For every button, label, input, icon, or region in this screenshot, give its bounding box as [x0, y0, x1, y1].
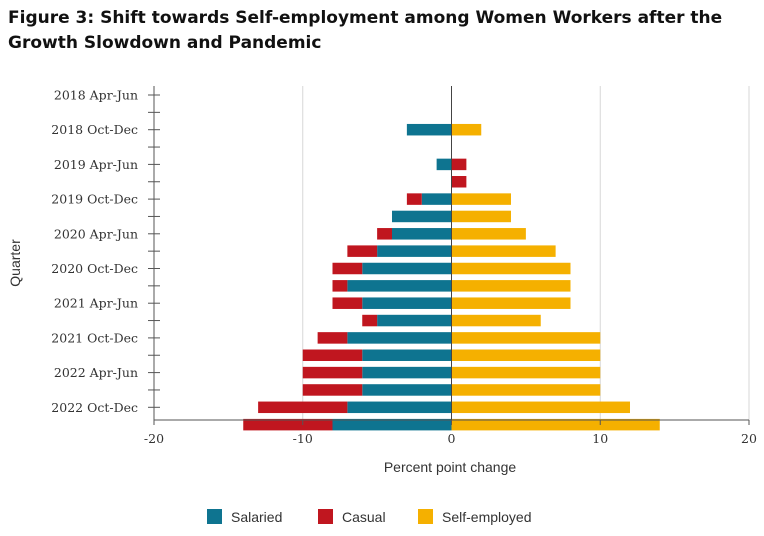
- bar-self-employed: [451, 262, 571, 275]
- bar-self-employed: [451, 245, 556, 257]
- legend-label: Salaried: [231, 509, 282, 525]
- bar-salaried: [377, 245, 452, 257]
- bar-self-employed: [451, 228, 526, 240]
- bar-self-employed: [451, 123, 482, 136]
- y-tick-label: 2021 Oct-Dec: [51, 330, 138, 345]
- bar-salaried: [421, 193, 452, 205]
- bar-salaried: [347, 280, 452, 292]
- bar-self-employed: [451, 314, 541, 327]
- y-tick-labels: 2018 Apr-Jun 2018 Oct-Dec 2019 Apr-Jun 2019…: [51, 88, 138, 415]
- bar-casual: [302, 384, 363, 396]
- bar-casual: [332, 280, 348, 292]
- x-tick-label: 20: [741, 431, 757, 446]
- bar-salaried: [392, 228, 452, 240]
- bar-self-employed: [451, 193, 511, 205]
- bar-self-employed: [451, 297, 571, 309]
- y-tick-label: 2019 Apr-Jun: [54, 157, 138, 172]
- y-tick-label: 2020 Apr-Jun: [54, 226, 138, 241]
- bar-self-employed: [451, 366, 601, 379]
- legend-item: Self-employed: [418, 509, 532, 525]
- bar-casual: [243, 418, 333, 431]
- bar-salaried: [332, 418, 452, 431]
- legend-swatch: [418, 509, 433, 524]
- bar-casual: [451, 176, 467, 188]
- bar-self-employed: [451, 401, 630, 414]
- bar-salaried: [362, 262, 452, 275]
- bar-self-employed: [451, 280, 571, 292]
- legend-label: Self-employed: [442, 509, 532, 525]
- y-tick-label: 2022 Oct-Dec: [51, 400, 138, 415]
- legend-item: Casual: [318, 509, 386, 525]
- bar-salaried: [362, 384, 452, 396]
- bar-casual: [302, 349, 363, 361]
- bar-self-employed: [451, 418, 660, 431]
- bar-casual: [332, 297, 363, 309]
- y-tick-label: 2018 Apr-Jun: [54, 88, 138, 103]
- bar-casual: [317, 332, 348, 344]
- legend-item: Salaried: [207, 509, 282, 525]
- bar-self-employed: [451, 384, 601, 396]
- bar-casual: [406, 193, 422, 205]
- bar-salaried: [362, 366, 452, 379]
- bar-self-employed: [451, 210, 511, 223]
- y-tick-label: 2018 Oct-Dec: [51, 122, 138, 137]
- bar-salaried: [347, 332, 452, 344]
- bar-salaried: [362, 297, 452, 309]
- bar-casual: [451, 158, 467, 171]
- bar-salaried: [347, 401, 452, 414]
- bar-casual: [347, 245, 378, 257]
- y-tick-label: 2021 Apr-Jun: [54, 296, 138, 311]
- legend-label: Casual: [342, 509, 386, 525]
- bar-salaried: [362, 349, 452, 361]
- x-axis-title: Percent point change: [384, 459, 517, 475]
- y-tick-label: 2022 Apr-Jun: [54, 365, 138, 380]
- y-axis-title: Quarter: [7, 239, 23, 287]
- x-tick-labels: -20 -10 0 10 20: [144, 431, 757, 446]
- bar-casual: [362, 314, 378, 327]
- bar-casual: [302, 366, 363, 379]
- x-tick-label: -20: [144, 431, 164, 446]
- x-tick-label: 10: [592, 431, 608, 446]
- legend: Salaried Casual Self-employed: [207, 509, 532, 525]
- bar-casual: [258, 401, 348, 414]
- x-tick-label: -10: [293, 431, 313, 446]
- bar-salaried: [436, 158, 452, 171]
- bar-casual: [377, 228, 392, 240]
- y-tick-label: 2019 Oct-Dec: [51, 192, 138, 207]
- bar-self-employed: [451, 332, 601, 344]
- bar-salaried: [406, 123, 452, 136]
- axes: [148, 86, 750, 425]
- x-tick-label: 0: [448, 431, 456, 446]
- bar-salaried: [377, 314, 452, 327]
- bar-salaried: [392, 210, 452, 223]
- legend-swatch: [207, 509, 222, 524]
- bar-self-employed: [451, 349, 601, 361]
- bars: [243, 123, 660, 431]
- bar-casual: [332, 262, 363, 275]
- chart-title: Figure 3: Shift towards Self-employment …: [8, 8, 723, 53]
- y-tick-label: 2020 Oct-Dec: [51, 261, 138, 276]
- legend-swatch: [318, 509, 333, 524]
